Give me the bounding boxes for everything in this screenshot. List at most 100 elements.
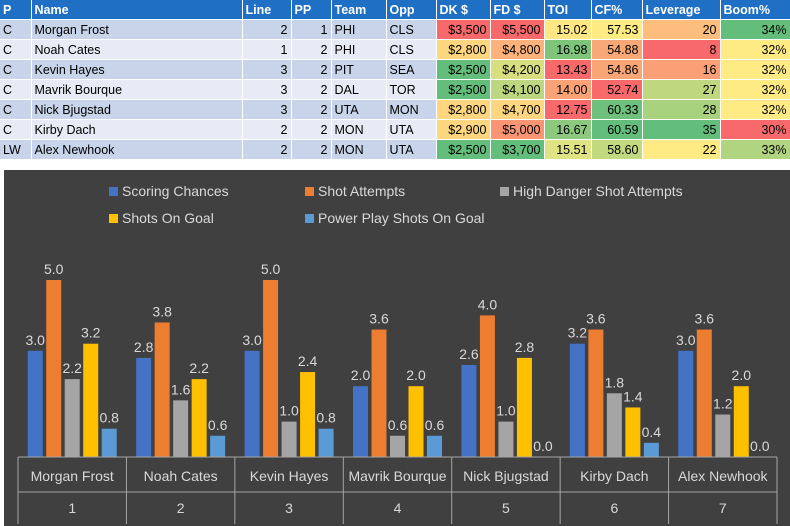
bar-scoring-chances-6 [569, 343, 585, 457]
cell-leverage: 35 [642, 119, 721, 140]
bar-shot-attempts-7 [696, 329, 712, 457]
cell-pos: C [0, 19, 32, 40]
data-label: 1.0 [496, 403, 516, 419]
cell-cf: 60.59 [591, 119, 643, 140]
cell-leverage: 22 [642, 139, 721, 160]
cell-opp: TOR [386, 79, 437, 100]
header-fd-salary[interactable]: FD $ [490, 0, 545, 20]
table-row[interactable]: C Kirby Dach 2 2 MON UTA $2,900 $5,000 16.67 60.5… [0, 119, 790, 140]
data-label: 2.2 [62, 360, 82, 376]
x-tick-label: Noah Cates [144, 468, 218, 484]
cell-fd: $5,000 [490, 119, 545, 140]
cell-dk: $2,500 [436, 139, 491, 160]
cell-fd: $3,700 [490, 139, 545, 160]
x-group-label: 6 [610, 500, 618, 516]
x-group-label: 2 [177, 500, 185, 516]
cell-dk: $2,800 [436, 39, 491, 60]
cell-boom: 32% [720, 39, 790, 60]
legend-label-scoring-chances: Scoring Chances [122, 183, 229, 199]
cell-pp: 2 [291, 59, 332, 80]
cell-opp: MON [386, 99, 437, 120]
data-label: 2.8 [515, 339, 535, 355]
cell-fd: $4,700 [490, 99, 545, 120]
cell-pp: 2 [291, 99, 332, 120]
cell-opp: UTA [386, 139, 437, 160]
cell-line: 3 [242, 79, 292, 100]
bar-shot-attempts-5 [479, 315, 495, 457]
header-team[interactable]: Team [331, 0, 387, 20]
cell-pos: C [0, 39, 32, 60]
header-name[interactable]: Name [31, 0, 243, 20]
cell-pp: 2 [291, 79, 332, 100]
cell-dk: $2,500 [436, 79, 491, 100]
cell-line: 2 [242, 139, 292, 160]
x-group-label: 1 [68, 500, 76, 516]
header-dk-salary[interactable]: DK $ [436, 0, 491, 20]
x-group-label: 3 [285, 500, 293, 516]
data-label: 3.6 [369, 311, 389, 327]
legend-label-high-danger: High Danger Shot Attempts [513, 183, 683, 199]
bar-high-danger-shot-attempts-4 [390, 435, 405, 457]
cell-leverage: 16 [642, 59, 721, 80]
cell-boom: 32% [720, 99, 790, 120]
data-label: 0.4 [642, 424, 662, 440]
header-toi[interactable]: TOI [544, 0, 592, 20]
bar-power-play-shots-on-goal-4 [427, 435, 442, 457]
cell-name: Morgan Frost [31, 19, 243, 40]
legend-power-play-shots-on-goal: Power Play Shots On Goal [305, 210, 485, 226]
cell-line: 3 [242, 59, 292, 80]
header-line[interactable]: Line [242, 0, 292, 20]
table-row[interactable]: C Nick Bjugstad 3 2 UTA MON $2,800 $4,700 12.75 6… [0, 99, 790, 120]
cell-name: Noah Cates [31, 39, 243, 60]
header-pp[interactable]: PP [291, 0, 332, 20]
cell-toi: 15.51 [544, 139, 592, 160]
cell-name: Kirby Dach [31, 119, 243, 140]
data-label: 1.0 [279, 403, 299, 419]
table-row[interactable]: C Morgan Frost 2 1 PHI CLS $3,500 $5,500 15.02 57… [0, 19, 790, 40]
header-opp[interactable]: Opp [386, 0, 437, 20]
bar-high-danger-shot-attempts-6 [606, 393, 622, 457]
bar-power-play-shots-on-goal-3 [318, 428, 334, 457]
cell-team: PHI [331, 19, 387, 40]
cell-line: 1 [242, 39, 292, 60]
data-label: 2.8 [134, 339, 154, 355]
table-row[interactable]: C Mavrik Bourque 3 2 DAL TOR $2,500 $4,100 14.00… [0, 79, 790, 100]
cell-boom: 33% [720, 139, 790, 160]
table-row[interactable]: C Noah Cates 1 2 PHI CLS $2,800 $4,800 16.98 54.8… [0, 39, 790, 60]
cell-pp: 2 [291, 119, 332, 140]
header-position[interactable]: P [0, 0, 32, 20]
cell-opp: SEA [386, 59, 437, 80]
table-row[interactable]: C Kevin Hayes 3 2 PIT SEA $2,500 $4,200 13.43 54.… [0, 59, 790, 80]
x-group-label: 4 [394, 500, 402, 516]
bar-shot-attempts-1 [46, 280, 62, 457]
data-label: 3.0 [242, 332, 262, 348]
data-label: 2.2 [189, 360, 209, 376]
data-label: 3.8 [152, 303, 172, 319]
cell-pos: C [0, 119, 32, 140]
cell-team: PHI [331, 39, 387, 60]
cell-team: UTA [331, 99, 387, 120]
data-label: 2.0 [732, 367, 752, 383]
cell-cf: 57.53 [591, 19, 643, 40]
cell-line: 3 [242, 99, 292, 120]
bar-high-danger-shot-attempts-7 [715, 414, 731, 457]
cell-pp: 2 [291, 39, 332, 60]
data-label: 3.2 [81, 325, 101, 341]
cell-leverage: 20 [642, 19, 721, 40]
header-boom-percent[interactable]: Boom% [720, 0, 790, 20]
legend-swatch-power-play [305, 214, 314, 223]
header-leverage[interactable]: Leverage [642, 0, 721, 20]
legend-swatch-scoring-chances [109, 187, 118, 196]
data-label: 5.0 [261, 261, 281, 277]
x-tick-label: Nick Bjugstad [463, 468, 549, 484]
data-label: 3.0 [676, 332, 696, 348]
legend-swatch-shot-attempts [305, 187, 314, 196]
legend-scoring-chances: Scoring Chances [109, 183, 229, 199]
header-cf-percent[interactable]: CF% [591, 0, 643, 20]
bar-power-play-shots-on-goal-6 [643, 442, 659, 457]
bar-high-danger-shot-attempts-5 [498, 421, 514, 457]
data-label: 0.8 [316, 410, 336, 426]
bar-shots-on-goal-5 [516, 357, 532, 457]
data-label: 0.0 [533, 438, 553, 454]
table-row[interactable]: LW Alex Newhook 2 2 MON UTA $2,500 $3,700 15.51 5… [0, 139, 790, 160]
